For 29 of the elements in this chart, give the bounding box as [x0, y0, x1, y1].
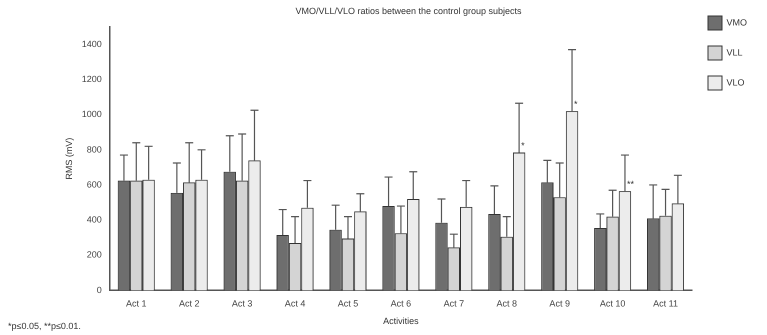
legend-label: VMO: [726, 17, 748, 28]
data-label: *: [521, 140, 526, 150]
data-label: *: [574, 99, 578, 110]
y-tick-label: 400: [86, 214, 102, 225]
chart-title: VMO/VLL/VLO ratios between the control group subjects: [295, 6, 522, 16]
y-tick-label: 0: [96, 284, 102, 295]
data-label: **: [626, 179, 634, 190]
y-tick-label: 800: [86, 144, 102, 154]
legend-label: VLO: [726, 77, 745, 88]
y-tick-label: 1000: [82, 109, 102, 120]
x-tick-label: Act 8: [496, 298, 518, 308]
y-tick-label: 200: [86, 250, 102, 260]
x-tick-label: Act 10: [600, 298, 626, 308]
legend-label: VLL: [726, 47, 743, 58]
y-tick-label: 600: [86, 179, 102, 190]
x-tick-label: Act 9: [549, 298, 570, 308]
x-tick-label: Act 7: [444, 298, 464, 308]
y-tick-label: 1200: [82, 74, 102, 84]
x-tick-label: Act 3: [232, 298, 252, 308]
x-tick-label: Act 1: [126, 298, 147, 308]
text: *p≤0.05, **p≤0.01.: [8, 320, 81, 331]
x-tick-label: Act 2: [178, 298, 200, 308]
y-tick-label: 1400: [82, 38, 102, 49]
y-axis-title: RMS (mV): [64, 138, 74, 180]
x-axis-title: Activities: [383, 316, 420, 326]
x-tick-label: Act 6: [390, 298, 412, 308]
x-tick-label: Act 11: [653, 298, 678, 308]
x-tick-label: Act 5: [338, 298, 358, 308]
x-tick-label: Act 4: [284, 298, 306, 308]
